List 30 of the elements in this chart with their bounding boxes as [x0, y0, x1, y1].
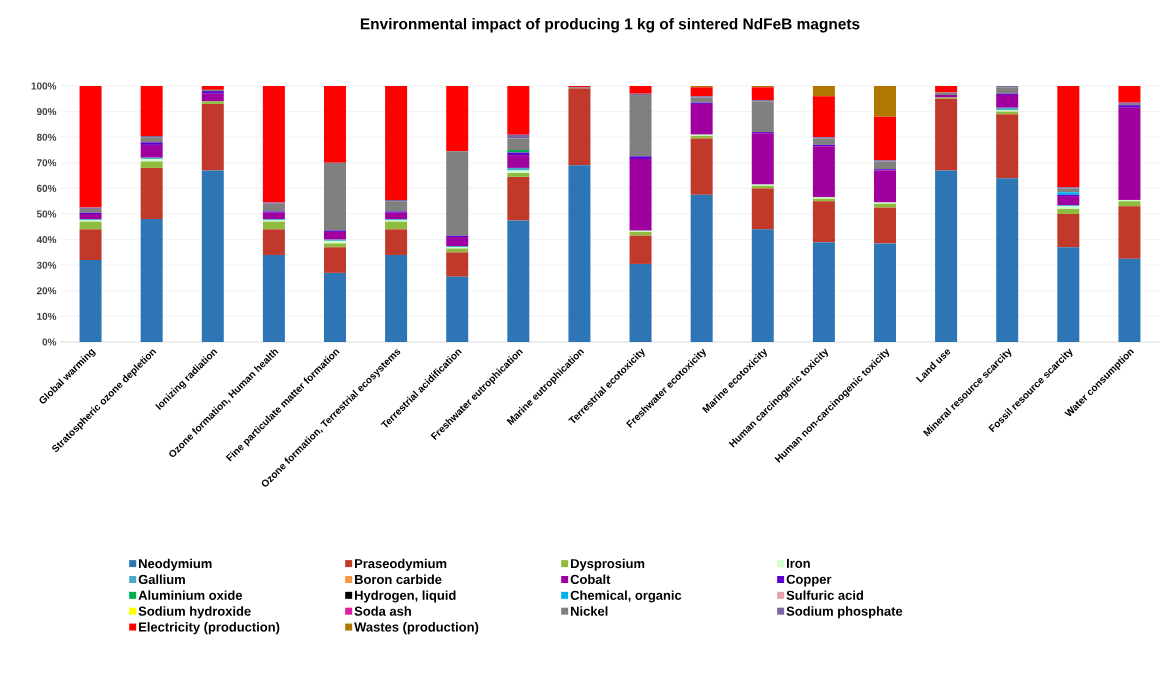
legend-label: Sodium hydroxide — [138, 606, 251, 619]
legend-label: Boron carbide — [355, 574, 442, 585]
y-tick-label: 10% — [37, 312, 57, 320]
legend-label: Sodium phosphate — [786, 606, 903, 619]
y-tick-label: 80% — [36, 133, 57, 141]
y-tick-label: 0% — [42, 338, 57, 346]
y-tick-label: 70% — [36, 159, 57, 167]
y-tick-label: 60% — [36, 184, 57, 192]
y-tick-label: 90% — [36, 108, 57, 116]
legend-label: Hydrogen, liquid — [355, 590, 456, 603]
legend-label: Chemical, organic — [570, 590, 682, 603]
legend-label: Sulfuric acid — [786, 590, 863, 600]
legend-label: Neodymium — [139, 558, 212, 571]
legend-label: Nickel — [571, 606, 608, 616]
legend-label: Soda ash — [354, 606, 411, 616]
legend-label: Electricity (production) — [139, 622, 280, 635]
legend-label: Aluminium oxide — [138, 590, 243, 600]
legend-label: Gallium — [138, 574, 185, 585]
legend-label: Dysprosium — [571, 558, 645, 571]
legend-label: Cobalt — [570, 574, 611, 585]
chart-title: Environmental impact of producing 1 kg of sintered NdFeB magnets — [360, 18, 860, 33]
legend-label: Copper — [786, 574, 832, 587]
legend-label: Iron — [786, 558, 810, 568]
legend-label: Praseodymium — [355, 558, 447, 571]
y-tick-label: 20% — [36, 287, 57, 295]
y-tick-label: 50% — [36, 210, 57, 218]
legend-label: Wastes (production) — [354, 622, 479, 635]
y-tick-label: 40% — [36, 236, 57, 244]
y-tick-label: 100% — [31, 82, 57, 90]
y-tick-label: 30% — [36, 261, 57, 269]
